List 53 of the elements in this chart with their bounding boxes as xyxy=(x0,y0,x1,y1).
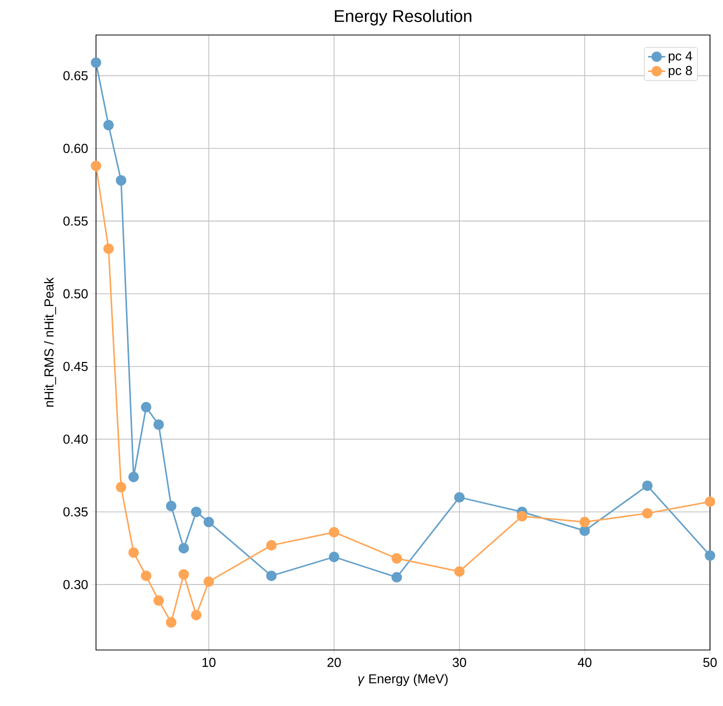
point xyxy=(204,576,214,587)
point xyxy=(140,402,152,412)
x-tick-label: 10 xyxy=(202,658,216,667)
x-tick-label: 40 xyxy=(578,658,592,667)
point xyxy=(266,540,277,551)
point xyxy=(391,553,402,564)
point xyxy=(579,526,590,536)
point xyxy=(90,160,102,172)
point xyxy=(642,480,653,491)
point xyxy=(266,570,277,582)
legend-label: pc 4 xyxy=(668,51,692,64)
point xyxy=(204,516,214,528)
point xyxy=(153,419,164,430)
point xyxy=(128,472,139,482)
point xyxy=(103,243,114,254)
point xyxy=(178,542,189,554)
point xyxy=(454,492,465,503)
point xyxy=(704,550,716,561)
point xyxy=(128,547,139,558)
point xyxy=(116,175,126,186)
x-tick-label: 50 xyxy=(703,658,717,667)
y-tick-label: 0.30 xyxy=(63,580,88,590)
point xyxy=(579,516,590,528)
point xyxy=(328,526,340,538)
point xyxy=(454,566,465,577)
x-tick-label: 30 xyxy=(452,658,466,667)
point xyxy=(516,510,528,522)
y-tick-label: 0.55 xyxy=(63,216,88,226)
x-tick-label: 20 xyxy=(328,658,341,667)
point xyxy=(153,595,164,606)
point xyxy=(178,569,189,580)
point xyxy=(642,508,653,519)
y-tick-label: 0.35 xyxy=(63,507,88,516)
point xyxy=(191,610,202,620)
point xyxy=(391,572,402,583)
point xyxy=(191,506,202,518)
y-axis-title: nHit_RMS / nHit_Peak xyxy=(44,277,56,407)
point xyxy=(116,482,126,492)
y-tick-label: 0.50 xyxy=(63,289,88,298)
y-tick-label: 0.45 xyxy=(63,362,88,372)
point xyxy=(704,496,716,507)
point xyxy=(90,57,102,68)
point xyxy=(166,500,176,512)
point xyxy=(103,120,114,130)
legend-label: pc 8 xyxy=(668,66,692,78)
point xyxy=(328,552,340,562)
chart-title: Energy Resolution xyxy=(334,10,472,26)
point xyxy=(166,617,176,628)
y-tick-label: 0.65 xyxy=(63,71,88,80)
x-axis-title: γ Energy (MeV) xyxy=(358,674,448,686)
point xyxy=(140,570,152,582)
y-tick-label: 0.60 xyxy=(63,144,88,153)
y-tick-label: 0.40 xyxy=(63,434,88,444)
